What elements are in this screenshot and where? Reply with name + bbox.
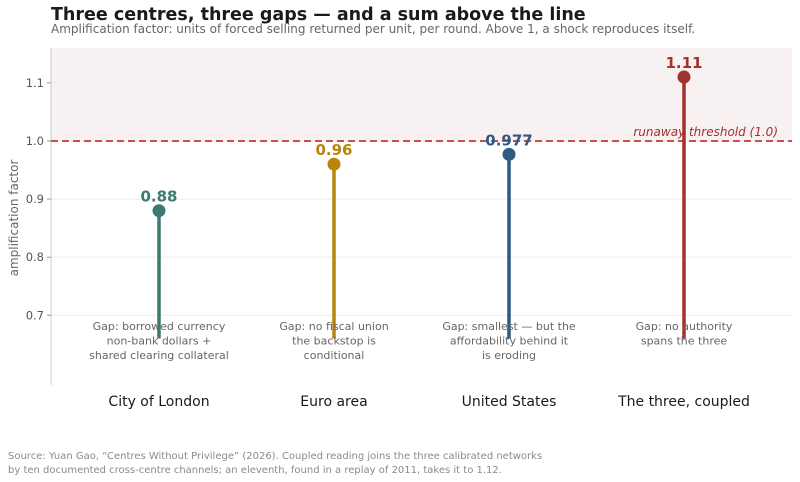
gap-note-line: shared clearing collateral <box>89 349 229 362</box>
y-tick-label: 1.0 <box>26 134 44 148</box>
value-label: 1.11 <box>665 54 702 72</box>
source-line-1: Source: Yuan Gao, “Centres Without Privi… <box>8 451 543 462</box>
gap-note-line: is eroding <box>482 349 536 362</box>
gap-note-line: Gap: no authority <box>636 320 733 333</box>
y-tick-label: 0.9 <box>26 192 44 206</box>
x-category-label: City of London <box>108 394 209 410</box>
gap-note-line: Gap: smallest — but the <box>442 320 576 333</box>
y-tick-label: 0.7 <box>26 308 44 322</box>
value-label: 0.96 <box>315 141 352 159</box>
chart-subtitle: Amplification factor: units of forced se… <box>51 22 696 36</box>
gap-note-line: the backstop is <box>292 335 376 348</box>
gap-note-line: spans the three <box>641 335 728 348</box>
lollipop-point <box>677 70 691 84</box>
y-tick-label: 0.8 <box>26 250 44 264</box>
gap-note-line: Gap: no fiscal union <box>279 320 388 333</box>
gap-note-line: Gap: borrowed currency <box>93 320 226 333</box>
x-category-label: The three, coupled <box>617 394 750 410</box>
runaway-zone-shading <box>51 48 792 141</box>
lollipop-point <box>327 157 341 171</box>
gap-note-line: affordability behind it <box>450 335 569 348</box>
y-tick-label: 1.1 <box>26 76 44 90</box>
source-line-2: by ten documented cross-centre channels;… <box>8 464 502 476</box>
value-label: 0.977 <box>485 131 532 149</box>
y-axis-title: amplification factor <box>7 160 21 277</box>
value-label: 0.88 <box>140 188 177 206</box>
x-category-label: Euro area <box>300 394 367 410</box>
chart-title: Three centres, three gaps — and a sum ab… <box>51 5 586 25</box>
threshold-label: runaway threshold (1.0) <box>633 125 778 139</box>
source-note: Source: Yuan Gao, “Centres Without Privi… <box>8 450 542 477</box>
gap-note-line: conditional <box>304 349 365 362</box>
lollipop-point <box>502 147 516 161</box>
gap-note-line: non-bank dollars + <box>107 335 212 348</box>
x-category-label: United States <box>462 394 557 410</box>
lollipop-point <box>152 204 166 218</box>
